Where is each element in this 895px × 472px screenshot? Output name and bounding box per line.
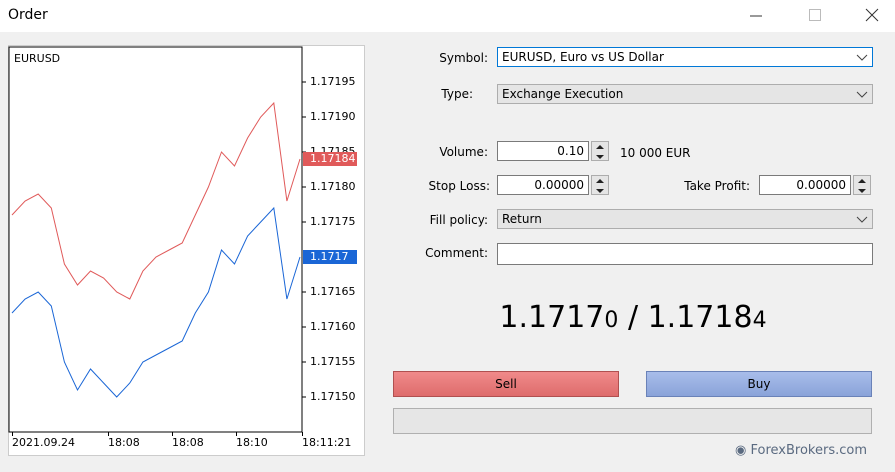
last-price-label: 1.17184 xyxy=(310,152,356,165)
price-line xyxy=(11,206,301,398)
x-tick-label: 18:08 xyxy=(172,436,204,449)
y-tick-label: 1.17150 xyxy=(310,390,356,403)
stop-loss-input[interactable]: 0.00000 xyxy=(497,175,589,195)
buy-button[interactable]: Buy xyxy=(646,371,872,397)
y-tick-label: 1.17165 xyxy=(310,285,356,298)
take-profit-spinner[interactable] xyxy=(853,175,871,195)
fill-policy-select[interactable]: Return xyxy=(497,209,873,229)
y-tick-label: 1.17175 xyxy=(310,215,356,228)
volume-label: Volume: xyxy=(439,145,488,159)
watermark: ◉ ForexBrokers.com xyxy=(735,443,867,458)
bid-main: 1.1717 xyxy=(499,300,605,335)
stop-loss-label: Stop Loss: xyxy=(428,179,490,193)
take-profit-input[interactable]: 0.00000 xyxy=(759,175,851,195)
y-tick-label: 1.17195 xyxy=(310,75,356,88)
stop-loss-value: 0.00000 xyxy=(534,178,584,192)
sell-button[interactable]: Sell xyxy=(393,371,619,397)
y-tick-label: 1.17155 xyxy=(310,355,356,368)
tick-chart: EURUSD 1.171951.171901.171851.171801.171… xyxy=(8,45,365,456)
symbol-value: EURUSD, Euro vs US Dollar xyxy=(502,50,664,64)
volume-value: 0.10 xyxy=(557,144,584,158)
watermark-text: ForexBrokers.com xyxy=(750,443,867,458)
volume-spinner[interactable] xyxy=(591,141,609,161)
comment-input[interactable] xyxy=(497,243,873,265)
symbol-label: Symbol: xyxy=(439,51,488,65)
symbol-select[interactable]: EURUSD, Euro vs US Dollar xyxy=(497,47,873,67)
last-price-box xyxy=(303,250,357,264)
volume-input[interactable]: 0.10 xyxy=(497,141,589,161)
ask-main: 1.1718 xyxy=(647,300,753,335)
type-select[interactable]: Exchange Execution xyxy=(497,84,873,104)
stop-loss-spinner[interactable] xyxy=(591,175,609,195)
x-tick-label: 2021.09.24 xyxy=(12,436,75,449)
fill-policy-value: Return xyxy=(502,212,542,226)
quote: 1.17170 / 1.17184 xyxy=(393,300,873,335)
window-controls[interactable] xyxy=(740,0,895,32)
quote-separator: / xyxy=(627,300,639,335)
x-tick-label: 18:11:21 xyxy=(302,436,351,449)
type-label: Type: xyxy=(441,87,473,101)
take-profit-value: 0.00000 xyxy=(796,178,846,192)
x-tick-label: 18:10 xyxy=(236,436,268,449)
ask-last: 4 xyxy=(752,308,767,333)
comment-label: Comment: xyxy=(425,246,488,260)
title-bar: Order xyxy=(0,0,895,32)
y-tick-label: 1.17180 xyxy=(310,180,356,193)
volume-note: 10 000 EUR xyxy=(620,146,691,160)
y-tick-label: 1.17190 xyxy=(310,110,356,123)
y-tick-label: 1.17160 xyxy=(310,320,356,333)
last-price-label: 1.1717 xyxy=(310,250,349,263)
price-line xyxy=(11,101,301,300)
last-price-box xyxy=(303,152,357,166)
type-value: Exchange Execution xyxy=(502,87,624,101)
take-profit-label: Take Profit: xyxy=(684,179,750,193)
x-tick-label: 18:08 xyxy=(108,436,140,449)
window-title: Order xyxy=(8,7,48,23)
progress-bar xyxy=(393,408,872,434)
chart-symbol: EURUSD xyxy=(14,52,60,65)
fill-policy-label: Fill policy: xyxy=(429,213,488,227)
bid-last: 0 xyxy=(604,308,619,333)
